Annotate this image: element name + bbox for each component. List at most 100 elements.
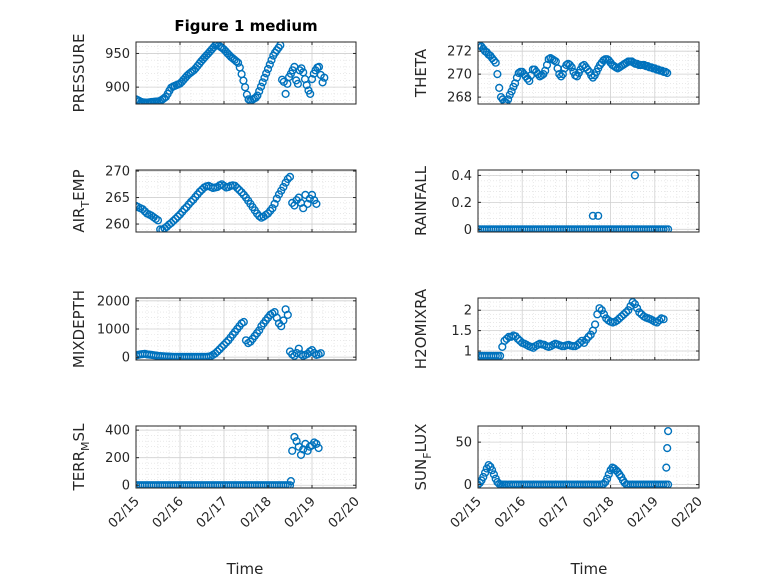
y-axis-label: SUNFLUX [412,424,434,491]
data-point [511,332,520,341]
data-point [217,342,226,352]
data-point [588,211,598,220]
data-point [504,95,513,104]
data-point [602,474,612,483]
data-point [292,348,301,358]
data-point [493,69,502,79]
data-point [285,172,295,182]
data-point [173,212,182,221]
data-point [590,320,600,329]
data-point [230,181,240,191]
axes-box [135,425,357,489]
subplot-sun-flux: 0 50 02/15 02/16 02/17 02/18 02/19 02/20 SUNFLUX [412,424,706,532]
data-point [662,463,671,472]
data-point [663,444,672,453]
y-axis-label: THETA [412,48,430,98]
data-point [255,87,264,96]
data-point [279,182,288,192]
marker-series [136,305,325,360]
data-point [272,194,281,203]
data-point [303,446,312,455]
x-tick-label: 02/19 [282,494,319,531]
y-tick-label: 0 [122,351,130,366]
data-point [659,225,668,232]
subplot-terr-msl: 0 200 400 02/15 02/16 02/17 02/18 02/19 02/20 TER… [70,423,363,531]
data-point [195,187,204,196]
data-point [314,62,324,72]
data-point [565,60,575,70]
marker-series [136,432,323,488]
y-axis-label: PRESSURE [70,34,88,113]
data-point [251,93,260,102]
data-point [575,338,584,348]
data-point [488,466,497,475]
data-point [239,317,248,327]
marker-series [136,42,329,104]
x-tick-label: 02/15 [106,494,143,531]
data-point [215,345,224,354]
data-point [652,318,662,327]
data-point [255,326,264,335]
subplot-h2omixra: 1 1.5 2 H2OMIXRA [412,288,700,369]
data-point [316,349,325,358]
marker-series [478,298,668,360]
data-point [630,300,640,309]
data-point [594,211,603,220]
data-point [599,310,609,319]
figure-title: Figure 1 medium [174,17,317,35]
y-tick-label: 1.5 [451,324,472,339]
data-point [314,443,323,453]
axes-box [477,297,700,361]
data-point [186,197,196,206]
y-tick-label: 1 [464,345,472,360]
y-tick-label: 260 [105,218,130,233]
y-tick-label: 270 [105,165,130,180]
data-point [234,58,243,67]
subplot-pressure: 900 950 PRESSURE [70,34,357,113]
data-point [293,79,303,88]
x-axis-label-left: Time [226,560,264,578]
data-point [153,216,163,225]
data-point [489,56,499,65]
data-point [279,316,288,325]
data-point [302,80,311,90]
data-point [307,74,317,84]
data-point [233,183,242,193]
marker-series [478,427,673,488]
data-point [495,83,504,93]
x-tick-label: 02/16 [150,494,187,531]
data-point [481,468,490,477]
data-point [556,72,566,81]
data-point [664,225,673,232]
subplot-theta: 268 270 272 THETA [412,41,700,106]
data-point [312,199,321,209]
y-axis-label: TERRMSL [70,423,92,492]
data-point [222,338,231,347]
data-point [219,340,229,349]
data-point [619,310,629,319]
subplot-rainfall: 0 0.2 0.4 RAINFALL [412,165,700,238]
data-point [635,308,644,317]
y-tick-label: 0 [464,478,472,493]
y-tick-label: 272 [447,45,472,60]
axes-box [477,425,700,489]
data-point [613,316,622,325]
data-point [167,218,176,228]
data-point [583,65,592,74]
data-point [617,312,626,321]
data-point [496,351,505,360]
y-tick-label: 200 [105,451,130,466]
y-tick-label: 1000 [97,323,130,338]
marker-series [136,172,321,232]
y-tick-label: 265 [105,191,130,206]
data-point [276,42,285,50]
x-tick-label: 02/16 [492,494,529,531]
data-point [588,73,598,82]
data-point [615,314,624,323]
data-point [242,90,252,99]
data-point [278,75,287,84]
y-tick-label: 50 [455,436,472,451]
y-tick-label: 900 [105,81,130,96]
y-tick-label: 0 [122,479,130,494]
